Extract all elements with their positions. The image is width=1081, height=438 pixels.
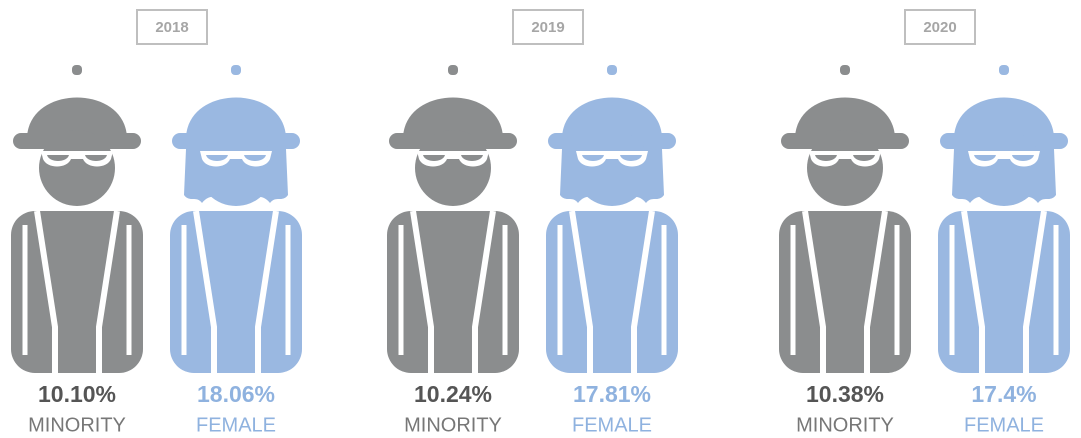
female-percent: 18.06% [197, 381, 275, 407]
year-label: 2018 [155, 19, 188, 36]
minority-figure [779, 65, 911, 373]
minority-percent: 10.38% [806, 381, 884, 407]
female-figure [938, 65, 1070, 373]
minority-figure [11, 65, 143, 373]
year-label: 2020 [923, 19, 956, 36]
minority-label: MINORITY [796, 414, 894, 436]
minority-percent: 10.24% [414, 381, 492, 407]
year-box [136, 9, 208, 45]
minority-figure [387, 65, 519, 373]
female-figure [170, 65, 302, 373]
female-percent: 17.4% [971, 381, 1036, 407]
female-label: FEMALE [196, 414, 276, 436]
year-box [904, 9, 976, 45]
minority-label: MINORITY [404, 414, 502, 436]
year-box [512, 9, 584, 45]
female-label: FEMALE [572, 414, 652, 436]
female-figure [546, 65, 678, 373]
female-label: FEMALE [964, 414, 1044, 436]
minority-label: MINORITY [28, 414, 126, 436]
minority-percent: 10.10% [38, 381, 116, 407]
year-label: 2019 [531, 19, 564, 36]
female-percent: 17.81% [573, 381, 651, 407]
